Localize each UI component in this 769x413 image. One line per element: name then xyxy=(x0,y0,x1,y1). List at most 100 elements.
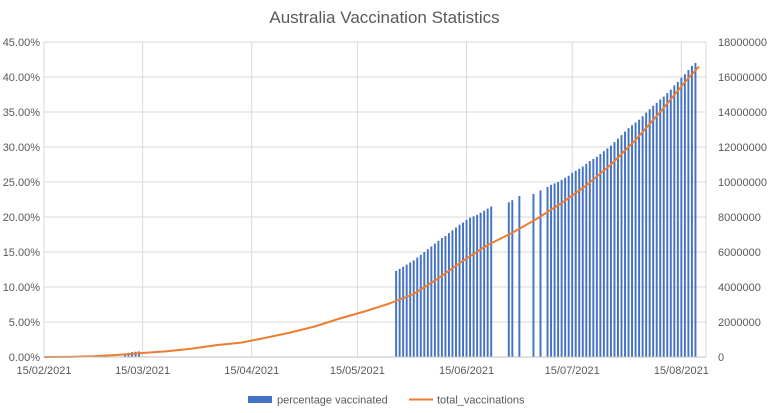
y-left-tick-label: 35.00% xyxy=(3,107,41,119)
bar xyxy=(571,172,574,357)
bar xyxy=(581,166,584,357)
x-tick-label: 15/03/2021 xyxy=(115,365,170,377)
bar xyxy=(423,252,426,357)
bar xyxy=(458,224,461,357)
y-right-tick-label: 18000000 xyxy=(718,37,767,49)
y-left-tick-label: 5.00% xyxy=(9,317,40,329)
bar xyxy=(462,222,465,357)
bar xyxy=(395,270,398,357)
bar xyxy=(440,238,443,357)
y-left-tick-label: 30.00% xyxy=(3,142,41,154)
y-right-tick-label: 0 xyxy=(718,352,724,364)
bar xyxy=(652,105,655,357)
y-left-tick-label: 40.00% xyxy=(3,72,41,84)
bar xyxy=(655,102,658,358)
y-left-tick-label: 25.00% xyxy=(3,177,41,189)
bar xyxy=(662,96,665,357)
y-left-tick-label: 15.00% xyxy=(3,247,41,259)
y-right-tick-label: 4000000 xyxy=(718,282,761,294)
bar xyxy=(648,109,651,357)
bar xyxy=(465,219,468,357)
bar xyxy=(486,208,489,357)
bar xyxy=(574,170,577,357)
bar xyxy=(455,227,457,357)
bar xyxy=(694,63,697,357)
bar xyxy=(627,128,630,357)
legend: percentage vaccinated total_vaccinations xyxy=(248,395,525,407)
bar xyxy=(507,202,510,357)
gridlines xyxy=(43,41,707,358)
line-series xyxy=(43,65,700,358)
bar xyxy=(437,240,440,357)
y-left-tick-label: 45.00% xyxy=(3,37,41,49)
bar xyxy=(560,179,563,357)
bar xyxy=(616,138,619,357)
bar xyxy=(641,116,644,357)
bar xyxy=(624,131,626,357)
y-right-tick-label: 14000000 xyxy=(718,107,767,119)
bar xyxy=(631,125,634,357)
bar xyxy=(595,156,598,357)
bar xyxy=(592,158,595,357)
bar xyxy=(419,254,422,357)
bar xyxy=(599,154,602,357)
bar xyxy=(539,190,542,357)
bar xyxy=(405,264,408,357)
y-right-tick-label: 12000000 xyxy=(718,142,767,154)
bar xyxy=(669,89,672,357)
y-right-tick-label: 8000000 xyxy=(718,212,761,224)
bar xyxy=(666,93,669,357)
bar xyxy=(620,135,623,357)
bar xyxy=(412,260,415,357)
y-right-tick-label: 16000000 xyxy=(718,72,767,84)
chart-title: Australia Vaccination Statistics xyxy=(269,8,499,27)
bar xyxy=(613,142,616,357)
legend-label-bar: percentage vaccinated xyxy=(277,395,388,407)
legend-swatch-bar xyxy=(248,396,272,403)
bar xyxy=(645,112,648,357)
bar xyxy=(564,177,567,357)
bar xyxy=(476,214,479,357)
bar xyxy=(483,210,486,357)
bar xyxy=(546,186,549,357)
bar xyxy=(426,249,429,357)
x-tick-label: 15/05/2021 xyxy=(330,365,385,377)
bar xyxy=(409,262,412,357)
x-tick-label: 15/06/2021 xyxy=(439,365,494,377)
bar xyxy=(557,182,560,357)
bar xyxy=(402,266,405,357)
y-left-tick-label: 0.00% xyxy=(9,352,40,364)
bar xyxy=(606,148,609,357)
bar xyxy=(553,183,556,357)
bar xyxy=(659,99,662,358)
y-right-tick-label: 2000000 xyxy=(718,317,761,329)
x-tick-label: 15/07/2021 xyxy=(545,365,600,377)
bar xyxy=(673,85,676,358)
bar xyxy=(444,235,447,357)
bar xyxy=(567,175,570,357)
bar xyxy=(430,246,433,357)
bar xyxy=(683,74,686,357)
bar xyxy=(690,65,693,358)
bar-series xyxy=(124,63,697,358)
bar xyxy=(447,233,450,357)
y-right-tick-label: 10000000 xyxy=(718,177,767,189)
axes: 0.00% 0 5.00% 2000000 10.00% 4000000 15.00% 600… xyxy=(3,37,767,377)
bar xyxy=(687,70,690,357)
bar xyxy=(638,119,641,357)
bar xyxy=(479,212,482,357)
bar xyxy=(588,161,591,357)
y-left-tick-label: 20.00% xyxy=(3,212,41,224)
bar xyxy=(532,193,535,357)
bar xyxy=(451,230,454,357)
bar xyxy=(634,122,637,357)
bar xyxy=(433,243,436,357)
bar xyxy=(472,216,475,357)
bar xyxy=(550,184,553,357)
x-tick-label: 15/04/2021 xyxy=(224,365,279,377)
bar xyxy=(680,77,683,357)
bar xyxy=(511,200,514,357)
bar xyxy=(490,206,493,357)
